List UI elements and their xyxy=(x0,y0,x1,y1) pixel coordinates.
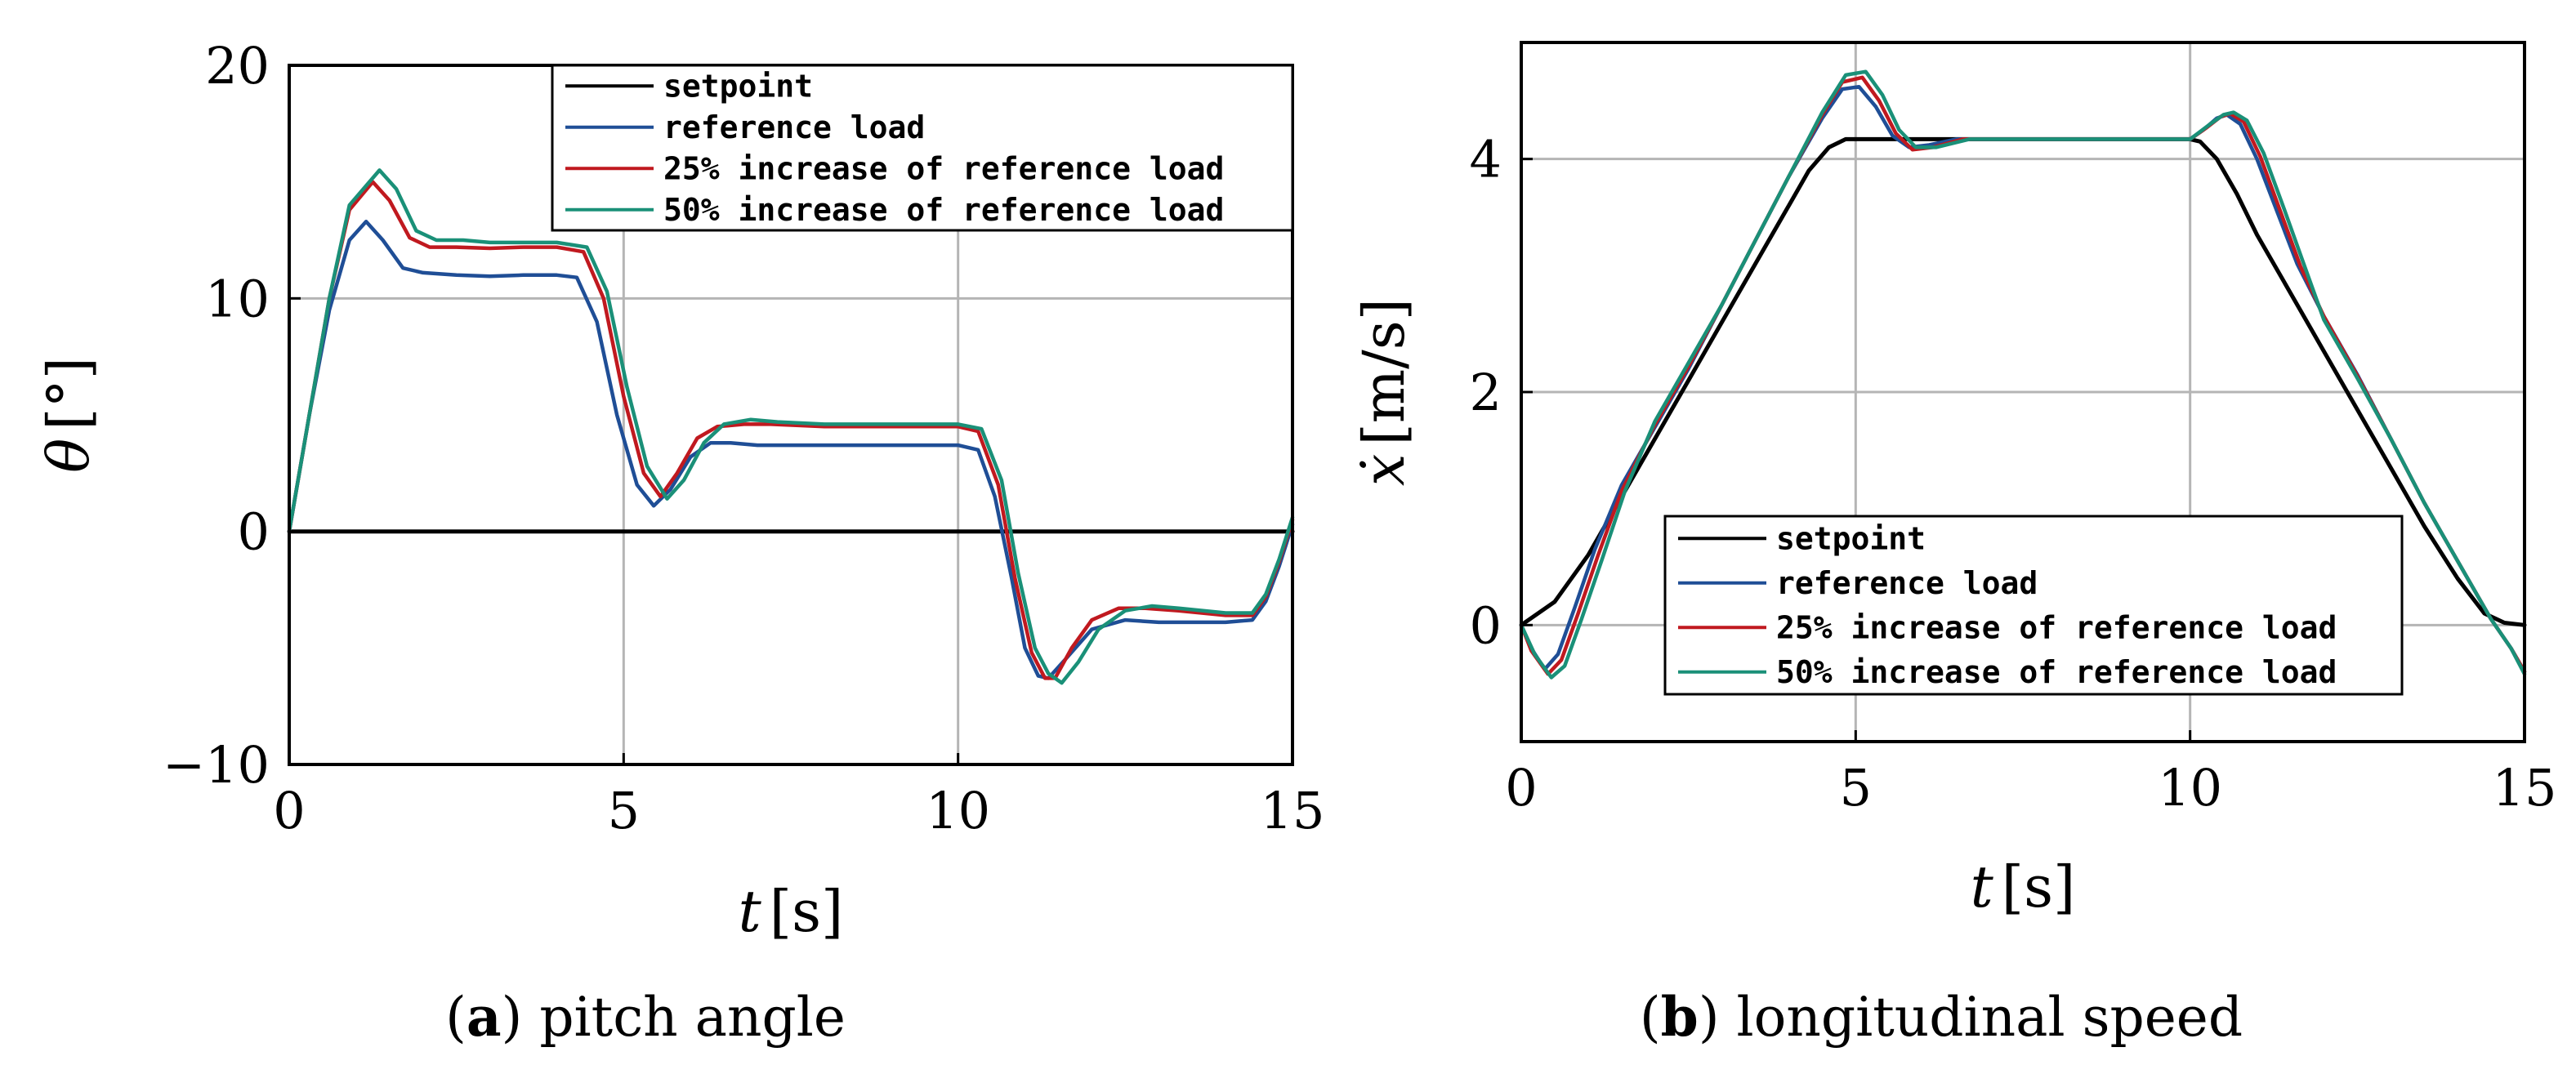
longitudinal-speed-legend-label-1: setpoint xyxy=(1776,520,1926,556)
pitch-angle-legend-box xyxy=(551,64,1294,232)
longitudinal-speed-x-tick-label: 10 xyxy=(2158,758,2222,818)
pitch-angle-legend-label-2: reference load xyxy=(663,109,925,145)
longitudinal-speed-legend: setpoint reference load 25% increase of re… xyxy=(1663,515,2404,696)
pitch-angle-series-line-4 xyxy=(287,168,1295,685)
pitch-angle-legend: setpoint reference load 25% increase of re… xyxy=(551,64,1294,232)
longitudinal-speed-caption: (b) longitudinal speed xyxy=(1640,985,2243,1049)
longitudinal-speed-x-tick-label: 15 xyxy=(2493,758,2557,818)
longitudinal-speed-chart: 0 5 10 15 0 2 4 setpoint reference load 25% incr… xyxy=(1351,41,2557,1049)
pitch-angle-y-tick-label: −10 xyxy=(163,735,270,795)
pitch-angle-y-axis-label: θ[°] xyxy=(35,357,102,473)
longitudinal-speed-y-tick-label: 4 xyxy=(1470,130,1502,189)
longitudinal-speed-x-axis-label: t [s] xyxy=(1971,853,2076,920)
pitch-angle-legend-label-1: setpoint xyxy=(663,68,813,104)
longitudinal-speed-ticks: 0 5 10 15 0 2 4 xyxy=(1470,130,2557,818)
pitch-angle-x-tick-label: 10 xyxy=(926,781,990,840)
pitch-angle-series-line-2 xyxy=(287,219,1295,680)
longitudinal-speed-legend-label-4: 50% increase of reference load xyxy=(1776,654,2337,690)
pitch-angle-x-tick-label: 0 xyxy=(273,781,305,840)
pitch-angle-x-tick-label: 5 xyxy=(608,781,640,840)
pitch-angle-series xyxy=(287,168,1295,685)
pitch-angle-series-line-3 xyxy=(287,180,1295,680)
longitudinal-speed-legend-box xyxy=(1663,515,2404,696)
longitudinal-speed-y-tick-label: 2 xyxy=(1470,363,1502,422)
longitudinal-speed-x-tick-label: 5 xyxy=(1840,758,1872,818)
longitudinal-speed-x-tick-label: 0 xyxy=(1505,758,1537,818)
pitch-angle-legend-label-4: 50% increase of reference load xyxy=(663,192,1224,228)
pitch-angle-y-tick-label: 10 xyxy=(205,269,270,328)
longitudinal-speed-legend-label-3: 25% increase of reference load xyxy=(1776,609,2337,645)
longitudinal-speed-y-axis-label: ẋ[m/s] xyxy=(1351,298,1417,486)
pitch-angle-y-tick-label: 20 xyxy=(205,36,270,96)
pitch-angle-y-tick-label: 0 xyxy=(238,502,270,562)
pitch-angle-x-tick-label: 15 xyxy=(1261,781,1325,840)
longitudinal-speed-series xyxy=(1519,69,2527,680)
pitch-angle-x-axis-label: t [s] xyxy=(739,878,844,945)
longitudinal-speed-series-line-4 xyxy=(1519,69,2527,680)
longitudinal-speed-y-tick-label: 0 xyxy=(1470,595,1502,655)
longitudinal-speed-legend-label-2: reference load xyxy=(1776,565,2038,601)
pitch-angle-caption: (a) pitch angle xyxy=(445,985,846,1049)
pitch-angle-legend-label-3: 25% increase of reference load xyxy=(663,150,1224,186)
